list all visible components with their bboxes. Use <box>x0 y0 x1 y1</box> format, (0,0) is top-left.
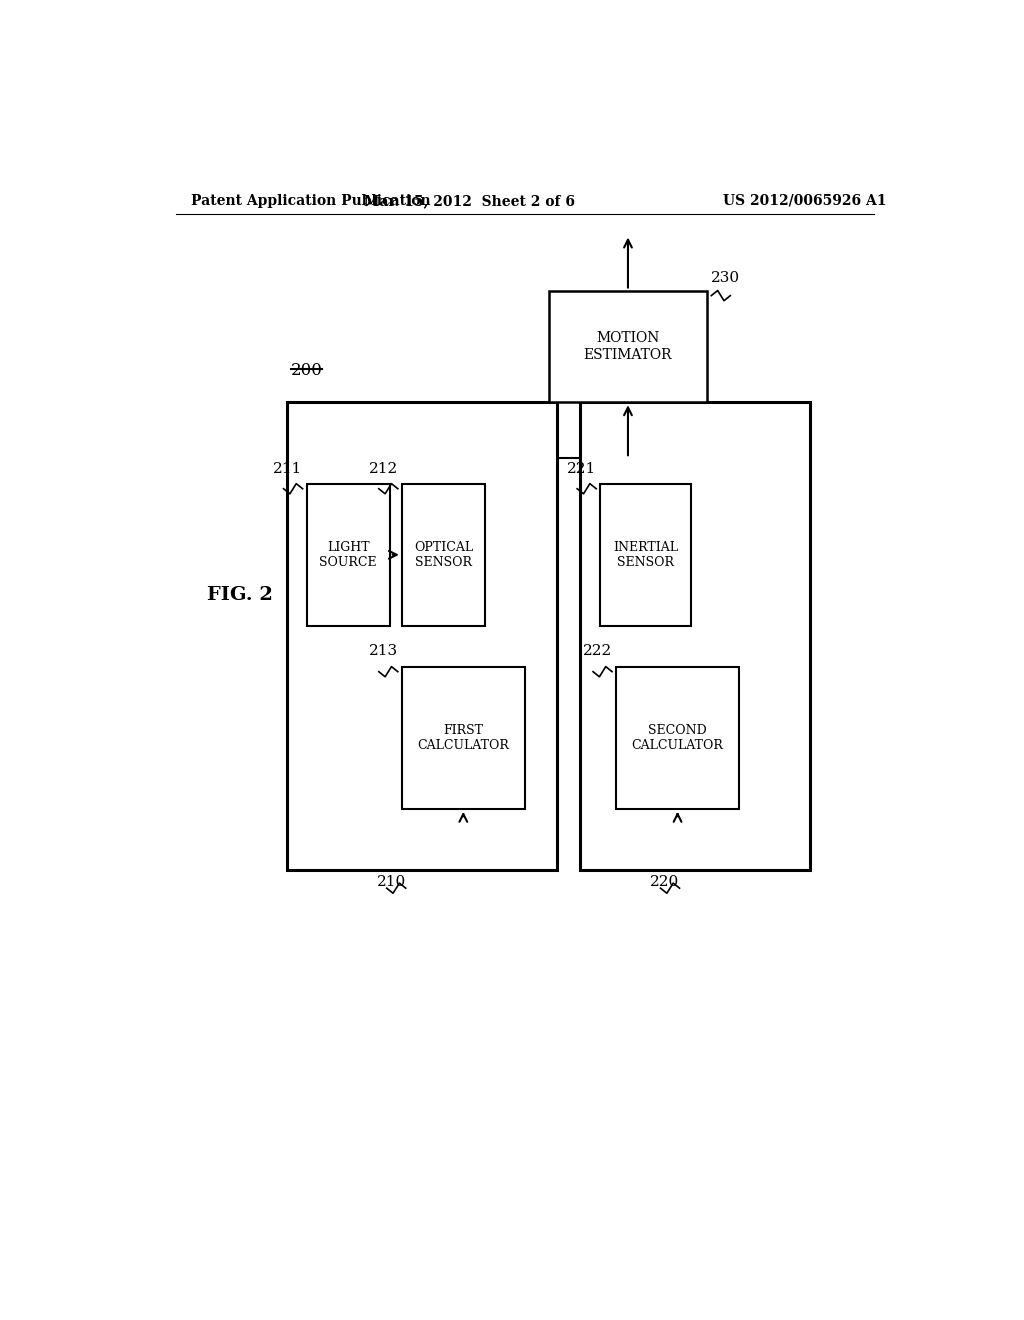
Bar <box>287 403 557 870</box>
Bar <box>306 483 390 626</box>
Bar <box>401 483 485 626</box>
Text: 222: 222 <box>583 644 612 659</box>
Bar <box>581 403 810 870</box>
Bar <box>549 290 708 403</box>
Text: 220: 220 <box>650 875 680 888</box>
Text: 212: 212 <box>369 462 397 475</box>
Text: FIG. 2: FIG. 2 <box>207 586 273 605</box>
Text: OPTICAL
SENSOR: OPTICAL SENSOR <box>414 541 473 569</box>
Text: 200: 200 <box>291 362 323 379</box>
Text: LIGHT
SOURCE: LIGHT SOURCE <box>319 541 377 569</box>
Text: 221: 221 <box>567 462 596 475</box>
Text: INERTIAL
SENSOR: INERTIAL SENSOR <box>613 541 678 569</box>
Bar <box>401 667 524 809</box>
Bar <box>616 667 739 809</box>
Text: SECOND
CALCULATOR: SECOND CALCULATOR <box>632 723 724 752</box>
Bar <box>600 483 691 626</box>
Text: Patent Application Publication: Patent Application Publication <box>191 194 431 209</box>
Text: 210: 210 <box>377 875 406 888</box>
Text: 230: 230 <box>712 272 740 285</box>
Text: US 2012/0065926 A1: US 2012/0065926 A1 <box>723 194 887 209</box>
Text: 213: 213 <box>369 644 397 659</box>
Text: Mar. 15, 2012  Sheet 2 of 6: Mar. 15, 2012 Sheet 2 of 6 <box>364 194 574 209</box>
Text: MOTION
ESTIMATOR: MOTION ESTIMATOR <box>584 331 672 362</box>
Text: FIRST
CALCULATOR: FIRST CALCULATOR <box>418 723 509 752</box>
Text: 211: 211 <box>273 462 303 475</box>
